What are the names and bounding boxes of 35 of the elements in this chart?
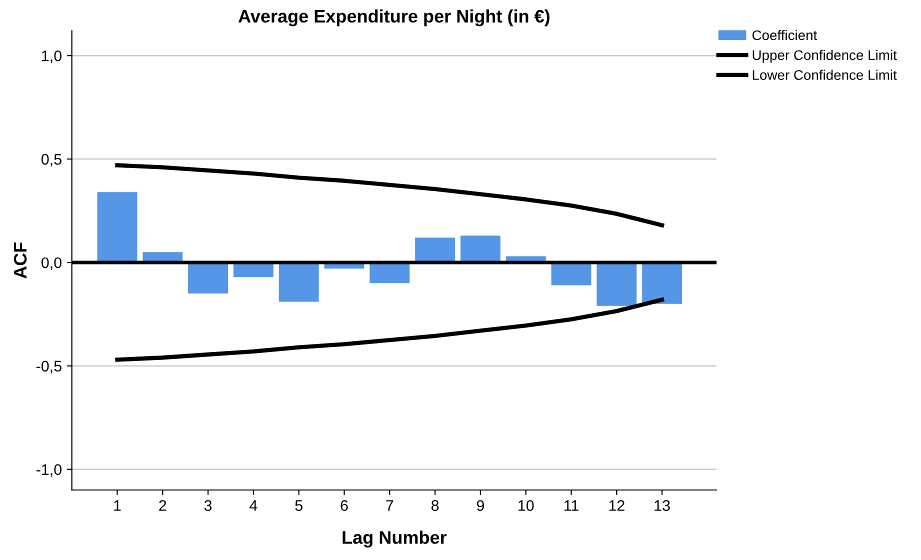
x-tick-label: 7 xyxy=(386,500,394,511)
x-tick-label: 12 xyxy=(609,500,624,511)
x-tick-label: 1 xyxy=(114,500,121,511)
x-tick-label: 13 xyxy=(654,500,670,511)
bar xyxy=(188,262,228,294)
bar xyxy=(460,236,500,262)
legend-label: Lower Confidence Limit xyxy=(752,70,897,80)
x-tick-label: 10 xyxy=(518,500,534,511)
x-tick-label: 3 xyxy=(204,500,212,511)
bar xyxy=(370,262,410,284)
bar xyxy=(97,192,138,262)
y-axis-title: ACF xyxy=(14,242,27,279)
legend-label: Upper Confidence Limit xyxy=(752,50,897,63)
x-tick-label: 11 xyxy=(564,500,578,511)
x-tick-label: 2 xyxy=(159,500,166,511)
x-axis-title: Lag Number xyxy=(342,530,447,548)
bar xyxy=(551,262,592,286)
x-tick-label: 4 xyxy=(250,500,258,511)
x-tick-label: 6 xyxy=(340,500,348,511)
y-tick-label: 0,0 xyxy=(41,257,62,270)
line-series xyxy=(115,298,664,362)
line-series xyxy=(115,163,664,228)
chart-title: Average Expenditure per Night (in €) xyxy=(238,9,550,26)
x-tick-label: 5 xyxy=(295,500,302,511)
bar xyxy=(596,262,637,306)
bar xyxy=(642,262,682,304)
legend-label: Coefficient xyxy=(752,30,818,40)
x-tick-label: 9 xyxy=(476,500,484,511)
bar xyxy=(415,238,456,262)
y-tick-label: 0,5 xyxy=(41,154,62,167)
y-tick-label: -1,0 xyxy=(36,464,62,477)
y-tick-label: 1,0 xyxy=(42,50,62,64)
x-tick-label: 8 xyxy=(431,500,439,511)
y-tick-label: -0,5 xyxy=(36,360,62,374)
bar xyxy=(278,262,319,302)
